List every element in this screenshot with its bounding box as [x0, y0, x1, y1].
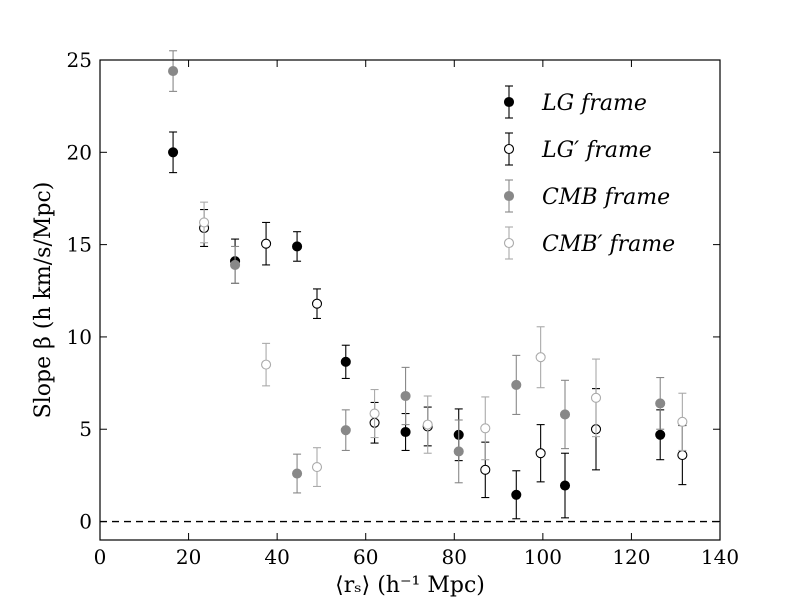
data-point [400, 426, 411, 438]
y-axis-label: Slope β (h km/s/Mpc) [31, 182, 56, 419]
data-point [311, 298, 323, 309]
data-point [480, 464, 491, 475]
series-3 [199, 201, 688, 488]
data-point [655, 429, 666, 440]
data-point [422, 419, 433, 430]
series-2 [168, 50, 666, 494]
x-tick-label: 80 [442, 545, 467, 569]
legend-label: CMB frame [542, 185, 670, 210]
data-point [340, 425, 351, 436]
legend-label: LG′ frame [541, 138, 652, 163]
data-point [677, 416, 688, 427]
legend-marker [503, 237, 515, 249]
legend-marker [503, 96, 515, 108]
x-tick-label: 20 [176, 545, 201, 569]
data-point [559, 409, 571, 420]
x-tick-label: 140 [701, 545, 739, 569]
ticks-layer: 0 20 40 60 80 100 120 140 0 5 10 15 20 25 [67, 48, 740, 569]
x-tick-label: 100 [524, 545, 562, 569]
data-point [400, 390, 411, 402]
legend-marker [503, 190, 515, 202]
data-point [369, 408, 380, 419]
legend-label: CMB′ frame [542, 232, 675, 257]
x-axis-label: ⟨rₛ⟩ (h⁻¹ Mpc) [335, 573, 485, 598]
plot-layer [100, 50, 720, 523]
y-tick-label: 20 [67, 140, 92, 164]
y-tick-label: 15 [67, 233, 92, 257]
data-point [311, 462, 323, 473]
data-point [199, 217, 210, 228]
data-point [230, 259, 241, 270]
data-point [590, 392, 602, 403]
data-point [292, 468, 303, 479]
data-point [453, 446, 464, 457]
legend-entry-2: CMB frame [503, 179, 670, 213]
legend-entry-0: LG frame [503, 85, 647, 119]
legend-label: LG frame [541, 91, 647, 116]
data-point [535, 352, 546, 363]
plot-frame [99, 59, 721, 541]
x-tick-label: 120 [612, 545, 650, 569]
legend: LG frame LG′ frame CMB frame CMB′ frame [503, 85, 675, 260]
data-point [535, 448, 546, 459]
legend-marker [503, 143, 515, 155]
data-point [511, 489, 522, 500]
data-point [511, 379, 522, 390]
data-point [480, 423, 491, 434]
legend-entry-3: CMB′ frame [503, 226, 675, 260]
data-point [655, 398, 666, 409]
y-tick-label: 25 [67, 48, 92, 72]
data-point [340, 356, 351, 367]
x-tick-label: 0 [94, 545, 107, 569]
data-point [292, 241, 303, 252]
legend-entry-1: LG′ frame [503, 132, 652, 166]
data-point [261, 238, 272, 249]
data-point [677, 450, 688, 461]
y-tick-label: 10 [67, 325, 92, 349]
data-point [559, 480, 571, 491]
x-tick-label: 60 [353, 545, 378, 569]
data-point [168, 66, 179, 77]
data-point [261, 359, 272, 370]
y-tick-label: 0 [79, 510, 92, 534]
y-tick-label: 5 [79, 417, 92, 441]
data-point [168, 147, 179, 158]
x-tick-label: 40 [264, 545, 289, 569]
